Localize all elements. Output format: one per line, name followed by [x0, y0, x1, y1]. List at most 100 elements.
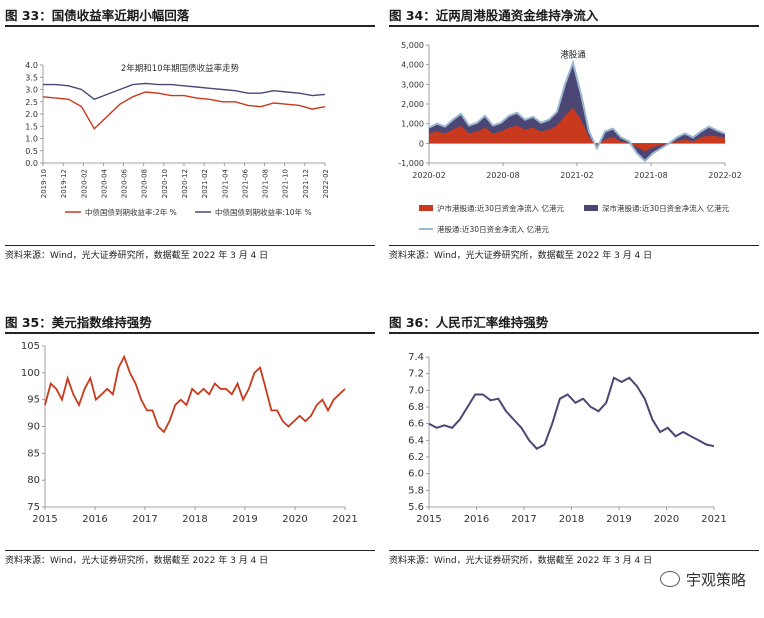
- figure-36-source-rule: [389, 550, 759, 551]
- figure-33-panel: 图 33：国债收益率近期小幅回落 4.0 3.5 3.0 2.5 2.0 1.5 1.0 0.…: [5, 5, 375, 267]
- figure-35-source-rule: [5, 550, 375, 551]
- figure-34-source: 资料来源：Wind，光大证券研究所，数据截至 2022 年 3 月 4 日: [389, 251, 653, 261]
- legend-label: 中债国债到期收益率:2年 %: [85, 207, 177, 217]
- x-tick-label: 2021-02: [201, 169, 209, 198]
- series-10y-line: [43, 82, 326, 101]
- y-tick-label: 2.5: [25, 98, 38, 107]
- legend-swatch: [584, 205, 598, 211]
- x-tick-label: 2020-08: [486, 171, 519, 180]
- y-tick-label: 1.5: [25, 122, 38, 131]
- y-tick-label: -1,000: [398, 159, 424, 168]
- x-tick-label: 2021-10: [282, 169, 290, 198]
- series-2y-line: [42, 91, 326, 130]
- y-tick-label: 7.4: [408, 352, 424, 363]
- legend-label: 港股通:近30日资金净流入 亿港元: [437, 224, 549, 234]
- y-tick-label: 5.8: [408, 485, 424, 496]
- figure-34-chart: 5,000 4,000 3,000 2,000 1,000 0 -1,000 2020-02 2…: [398, 41, 742, 234]
- legend-label: 沪市港股通:近30日资金净流入 亿港元: [437, 203, 564, 213]
- y-tick-label: 100: [21, 368, 40, 379]
- x-tick-label: 2020-10: [161, 169, 169, 198]
- x-tick-label: 2020-12: [181, 169, 189, 198]
- x-tick-label: 2016: [82, 514, 107, 525]
- x-tick-label: 2019: [606, 514, 631, 525]
- y-tick-label: 6.8: [408, 402, 424, 413]
- y-tick-label: 105: [21, 341, 40, 352]
- x-tick-label: 2020-06: [121, 168, 129, 198]
- x-tick-label: 2018: [559, 514, 584, 525]
- x-tick-label: 2015: [32, 514, 57, 525]
- x-tick-label: 2022-02: [322, 169, 330, 198]
- figure-34-title: 图 34：近两周港股通资金维持净流入: [389, 8, 599, 23]
- x-tick-label: 2021: [701, 514, 726, 525]
- x-tick-label: 2017: [511, 514, 536, 525]
- rmb-rate-line: [428, 376, 715, 450]
- x-tick-label: 2016: [464, 514, 489, 525]
- watermark: 宇观策略: [659, 569, 746, 590]
- y-tick-label: 3.5: [25, 73, 38, 82]
- y-tick-label: 7.0: [408, 385, 424, 396]
- figure-33-source: 资料来源：Wind，光大证券研究所，数据截至 2022 年 3 月 4 日: [5, 251, 269, 261]
- x-tick-label: 2017: [132, 514, 157, 525]
- annotation-label: 港股通: [560, 50, 586, 61]
- y-tick-label: 80: [27, 475, 40, 486]
- y-tick-label: 7.2: [408, 369, 424, 380]
- watermark-text: 宇观策略: [685, 571, 746, 589]
- dollar-index-line: [44, 354, 346, 434]
- legend-label: 深市港股通:近30日资金净流入 亿港元: [602, 203, 729, 213]
- figure-35-panel: 图 35：美元指数维持强势 105 100 95 90 85 80 75 2015 2016 20…: [5, 312, 375, 574]
- x-tick-label: 2020: [282, 514, 307, 525]
- y-tick-label: 2,000: [401, 100, 424, 109]
- y-tick-label: 6.4: [408, 435, 424, 446]
- x-tick-label: 2021-06: [241, 168, 249, 198]
- y-tick-label: 1.0: [25, 135, 38, 144]
- y-tick-label: 5.6: [408, 502, 424, 513]
- figure-36-panel: 图 36：人民币汇率维持强势 7.4 7.2 7.0 6.8 6.6 6.4 6.2 6.0 5…: [389, 312, 759, 574]
- y-tick-label: 75: [27, 502, 40, 513]
- y-tick-label: 1,000: [401, 120, 424, 129]
- x-tick-label: 2021-04: [221, 168, 229, 198]
- x-tick-label: 2021-08: [634, 171, 667, 180]
- y-tick-label: 2.0: [25, 110, 38, 119]
- x-tick-label: 2019: [232, 514, 257, 525]
- figure-36-source: 资料来源：Wind，光大证券研究所，数据截至 2022 年 3 月 4 日: [389, 556, 653, 566]
- y-tick-label: 3,000: [401, 80, 424, 89]
- figure-33-title-rule: [5, 25, 375, 27]
- x-tick-label: 2020: [654, 514, 679, 525]
- y-tick-label: 0: [419, 139, 424, 148]
- y-tick-label: 0.5: [25, 147, 38, 156]
- x-tick-label: 2020-04: [100, 168, 108, 198]
- figure-35-source: 资料来源：Wind，光大证券研究所，数据截至 2022 年 3 月 4 日: [5, 556, 269, 566]
- y-tick-label: 4.0: [25, 61, 38, 70]
- figure-36-title-rule: [389, 332, 759, 334]
- figure-33-source-rule: [5, 245, 375, 246]
- legend-swatch: [419, 205, 433, 211]
- figure-34-source-rule: [389, 245, 759, 246]
- x-tick-label: 2020-08: [141, 169, 149, 198]
- x-tick-label: 2021-08: [262, 169, 270, 198]
- x-tick-label: 2021-02: [560, 171, 593, 180]
- x-tick-label: 2018: [182, 514, 207, 525]
- x-tick-label: 2019-10: [40, 169, 48, 198]
- y-tick-label: 85: [27, 448, 40, 459]
- x-tick-label: 2022-02: [708, 171, 741, 180]
- y-tick-label: 6.0: [408, 469, 424, 480]
- figure-35-title-rule: [5, 332, 375, 334]
- figure-33-title: 图 33：国债收益率近期小幅回落: [5, 8, 190, 23]
- wechat-icon: [659, 571, 680, 587]
- y-tick-label: 95: [27, 395, 40, 406]
- y-tick-label: 90: [27, 422, 40, 433]
- y-tick-label: 3.0: [25, 86, 38, 95]
- figure-34-panel: 图 34：近两周港股通资金维持净流入 5,000 4,000 3,000 2,000 1…: [389, 5, 759, 267]
- x-tick-label: 2015: [416, 514, 441, 525]
- series-total-line: [428, 59, 726, 163]
- series-shanghai-area: [429, 107, 725, 152]
- legend-label: 中债国债到期收益率:10年 %: [215, 207, 312, 217]
- chart-title: 2年期和10年期国债收益率走势: [121, 63, 240, 74]
- x-tick-label: 2020-02: [80, 169, 88, 198]
- figure-35-title: 图 35：美元指数维持强势: [5, 315, 152, 330]
- y-tick-label: 5,000: [401, 41, 424, 50]
- y-tick-label: 4,000: [401, 61, 424, 70]
